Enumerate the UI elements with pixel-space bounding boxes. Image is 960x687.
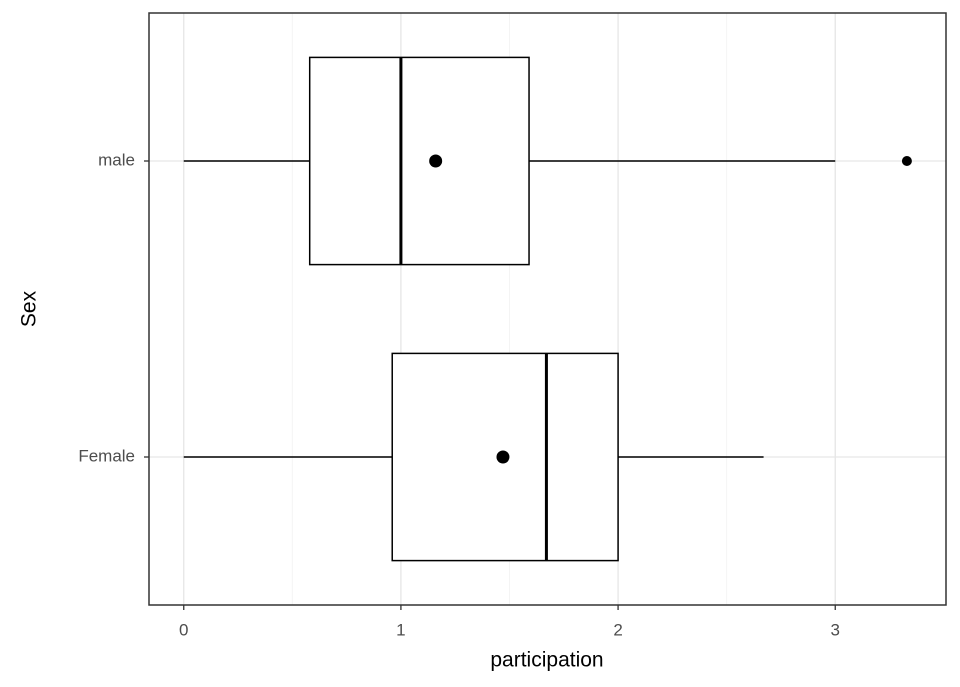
panel-border [148,12,947,606]
outlier-point [901,156,912,166]
y-tick-label: Female [78,446,135,465]
x-tick-label: 1 [396,620,405,639]
y-axis-title: Sex [18,290,41,327]
x-tick-label: 0 [179,620,188,639]
box [308,56,530,266]
x-axis-title: participation [490,649,603,672]
marks [183,56,912,562]
mean-point [429,154,443,168]
x-tick-label: 3 [831,620,840,639]
x-tick-label: 2 [613,620,622,639]
y-tick-label: male [98,150,135,169]
mean-point [496,450,510,464]
